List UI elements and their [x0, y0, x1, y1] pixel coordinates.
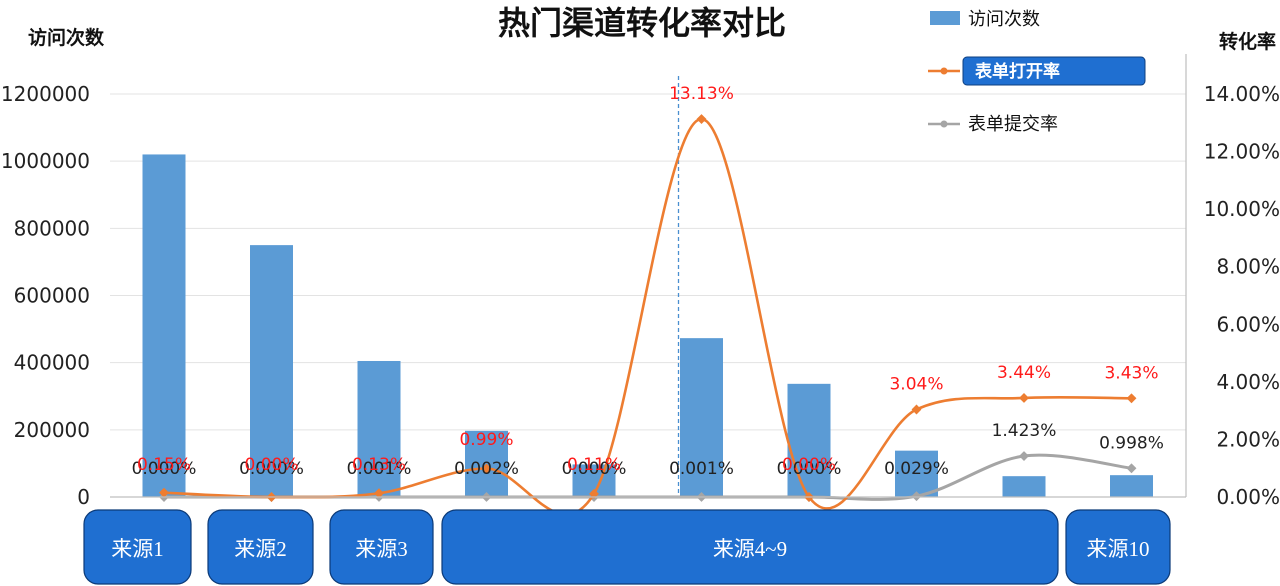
y-right-tick-label: 2.00%: [1216, 427, 1280, 451]
y-right-axis-title: 转化率: [1219, 30, 1276, 53]
axes: 0 200000 400000 600000 800000 1000000 1200000 0…: [1, 54, 1280, 509]
y-left-tick-label: 600000: [14, 284, 90, 308]
marker-open-rate: [481, 463, 492, 474]
data-label-submit-rate: 0.000%: [562, 459, 627, 479]
marker-open-rate: [589, 488, 599, 499]
y-right-tick-label: 4.00%: [1216, 370, 1280, 394]
bar-visits: [787, 383, 831, 497]
chart-title: 热门渠道转化率对比: [498, 4, 786, 42]
marker-submit-rate: [1019, 451, 1029, 461]
bar-series-visits: [142, 154, 1153, 497]
y-right-tick-label: 8.00%: [1216, 255, 1280, 279]
y-right-tick-label: 6.00%: [1216, 312, 1280, 336]
data-label-open-rate: 13.13%: [669, 84, 734, 104]
bar-visits: [1002, 476, 1046, 497]
source-group-box: [83, 509, 192, 585]
data-label-submit-rate: 0.029%: [884, 459, 949, 479]
data-label-submit-rate: 0.002%: [454, 459, 519, 479]
y-left-tick-label: 200000: [14, 418, 90, 442]
source-group-label: 来源2: [234, 537, 287, 561]
legend-marker-open-rate: [940, 67, 948, 75]
marker-submit-rate: [1126, 463, 1137, 474]
y-left-axis-title: 访问次数: [28, 26, 105, 49]
y-left-tick-label: 0: [77, 485, 90, 509]
y-right-tick-label: 14.00%: [1204, 82, 1280, 106]
line-open-rate: [163, 117, 1132, 516]
marker-open-rate: [1126, 393, 1137, 404]
data-label-open-rate: 3.44%: [997, 363, 1051, 383]
source-group-box: [329, 509, 434, 585]
marker-submit-rate: [911, 491, 922, 502]
bar-visits: [142, 154, 186, 497]
source-group-label: 来源10: [1087, 537, 1150, 561]
marker-open-rate: [1019, 393, 1029, 403]
legend-highlight-box: [962, 56, 1146, 86]
data-label-submit-rate: 0.001%: [669, 459, 734, 479]
bar-visits: [357, 360, 401, 497]
data-label-submit-rate: 0.001%: [347, 459, 412, 479]
data-label-submit-rate: 0.000%: [777, 459, 842, 479]
legend-swatch-visits: [930, 11, 960, 25]
marker-open-rate: [159, 487, 169, 498]
data-label-submit-rate: 0.000%: [239, 459, 304, 479]
y-right-tick-label: 12.00%: [1204, 140, 1280, 164]
data-label-open-rate: 3.43%: [1104, 363, 1158, 383]
source-group-label: 来源4~9: [713, 537, 787, 561]
bar-visits: [250, 245, 293, 497]
legend-label-submit-rate: 表单提交率: [968, 114, 1058, 135]
data-label-submit-rate: 0.998%: [1099, 433, 1164, 453]
line-submit-rate: [163, 453, 1132, 501]
data-label-open-rate: 0.11%: [567, 455, 621, 475]
source-group-label: 来源3: [355, 537, 408, 561]
marker-open-rate: [696, 114, 707, 124]
data-label-open-rate: 0.15%: [137, 455, 191, 475]
marker-open-rate: [374, 488, 384, 499]
bar-visits: [680, 338, 723, 497]
y-right-tick-label: 0.00%: [1216, 485, 1280, 509]
data-label-open-rate: 0.00%: [244, 455, 298, 475]
source-group-label: 来源1: [111, 537, 164, 561]
legend: 访问次数 表单打开率 表单提交率: [928, 9, 1146, 135]
data-label-submit-rate: 0.000%: [132, 459, 197, 479]
bar-visits: [895, 450, 938, 497]
data-label-open-rate: 0.00%: [782, 455, 836, 475]
bar-visits: [1110, 475, 1153, 497]
data-label-open-rate: 3.04%: [889, 374, 943, 394]
data-label-submit-rate: 1.423%: [992, 421, 1057, 441]
legend-label-open-rate: 表单打开率: [975, 61, 1060, 82]
marker-open-rate: [911, 404, 922, 415]
source-group-box: [207, 509, 314, 585]
y-left-tick-label: 1000000: [1, 149, 90, 173]
data-label-open-rate: 0.99%: [459, 430, 513, 450]
y-left-tick-label: 400000: [14, 351, 90, 375]
y-right-tick-label: 10.00%: [1204, 197, 1280, 221]
source-group-buttons: 来源1 来源2 来源3 来源4~9 来源10: [83, 509, 1171, 585]
legend-marker-submit-rate: [940, 120, 948, 128]
data-label-open-rate: 0.13%: [352, 455, 406, 475]
legend-label-visits: 访问次数: [968, 9, 1040, 30]
line-series: [159, 114, 1137, 516]
source-group-box: [1065, 509, 1171, 585]
y-left-tick-label: 800000: [14, 216, 90, 240]
data-labels: 0.000% 0.000% 0.001% 0.002% 0.000% 0.001% 0.00…: [132, 84, 1164, 479]
source-group-box: [441, 509, 1059, 585]
y-left-tick-label: 1200000: [1, 82, 90, 106]
